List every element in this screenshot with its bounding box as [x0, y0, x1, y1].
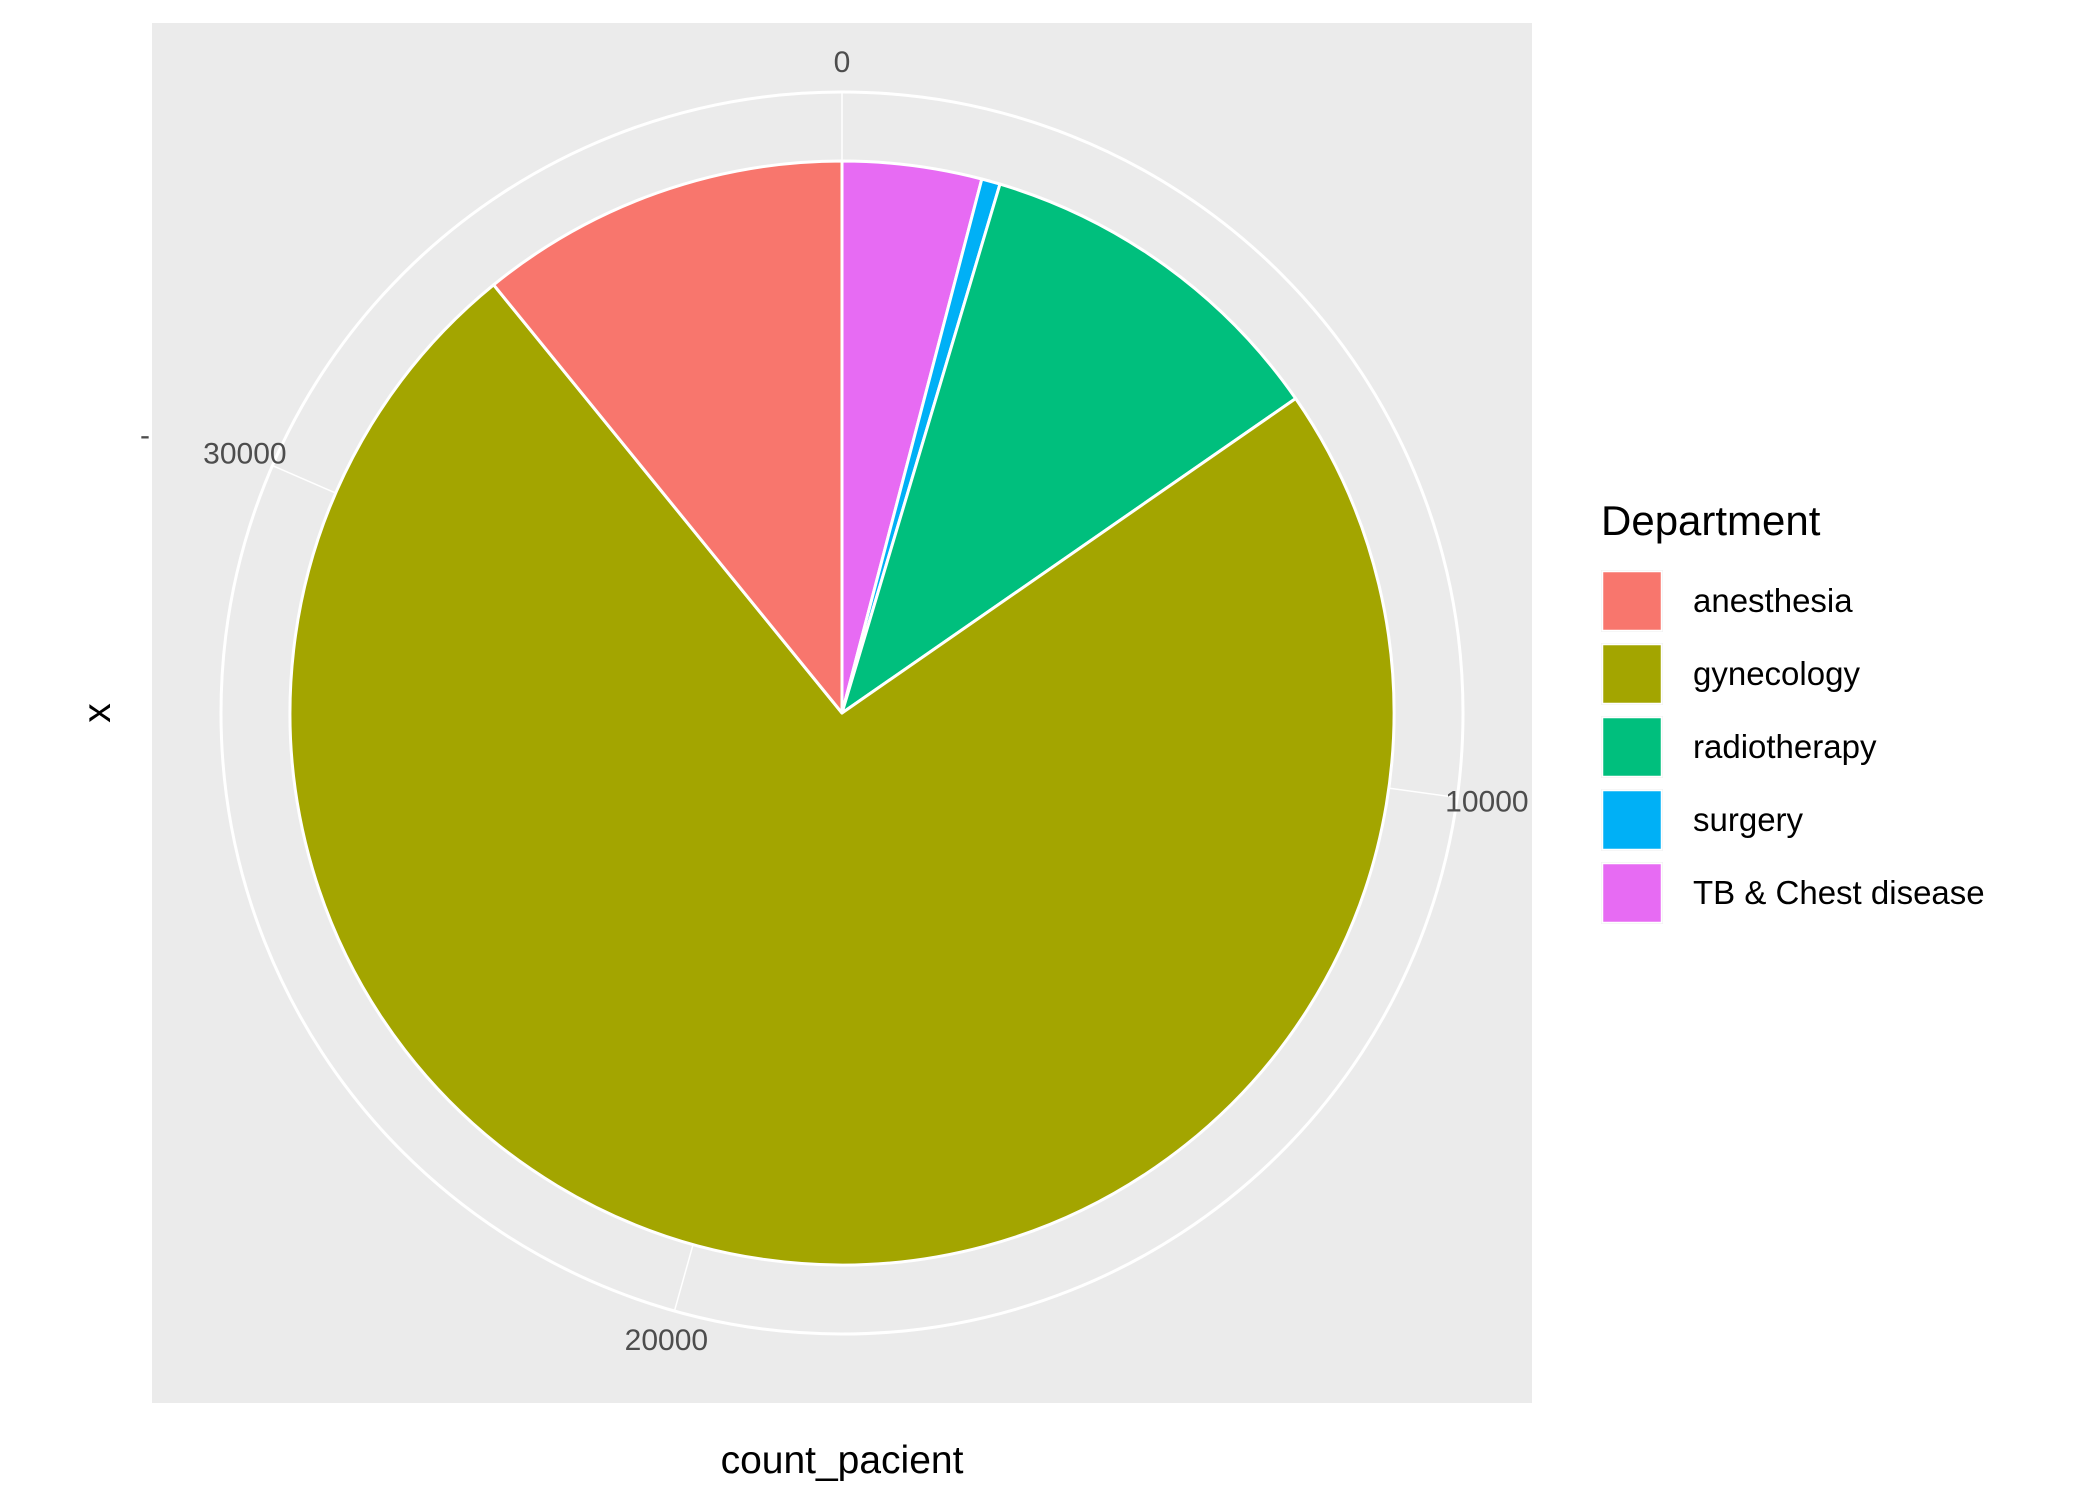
slice-layer [288, 159, 1396, 1267]
legend-swatch-tb-chest-disease [1601, 862, 1663, 924]
theta-tick-label-30000: 30000 [203, 438, 286, 471]
pie-slice-radiotherapy [840, 182, 1298, 715]
tick-label-layer: 0 10000 20000 30000 [203, 46, 1528, 1357]
theta-tick-label-20000: 20000 [625, 1324, 708, 1357]
x-axis-title: count_pacient [721, 1439, 964, 1482]
legend-label-tb-chest-disease: TB & Chest disease [1693, 874, 1985, 911]
y-axis-tick-label: - [140, 419, 150, 452]
legend-swatch-anesthesia [1601, 570, 1663, 632]
legend-swatch-gynecology [1601, 643, 1663, 705]
pie-slice-anesthesia [492, 159, 844, 715]
legend-swatch-surgery [1601, 789, 1663, 851]
legend: Department anesthesia gynecology radiother… [1601, 497, 1985, 924]
legend-entries: anesthesia gynecology radiotherapy surgery T… [1601, 570, 1985, 924]
legend-title: Department [1601, 497, 1821, 544]
legend-label-anesthesia: anesthesia [1693, 582, 1853, 619]
pie-slice-gynecology [288, 283, 1396, 1267]
legend-swatch-radiotherapy [1601, 716, 1663, 778]
y-axis-title: x [76, 703, 119, 723]
theta-tick-label-0: 0 [834, 46, 851, 79]
legend-label-radiotherapy: radiotherapy [1693, 728, 1877, 765]
legend-label-surgery: surgery [1693, 801, 1804, 838]
theta-tick-label-10000: 10000 [1445, 786, 1528, 819]
legend-label-gynecology: gynecology [1693, 655, 1860, 692]
